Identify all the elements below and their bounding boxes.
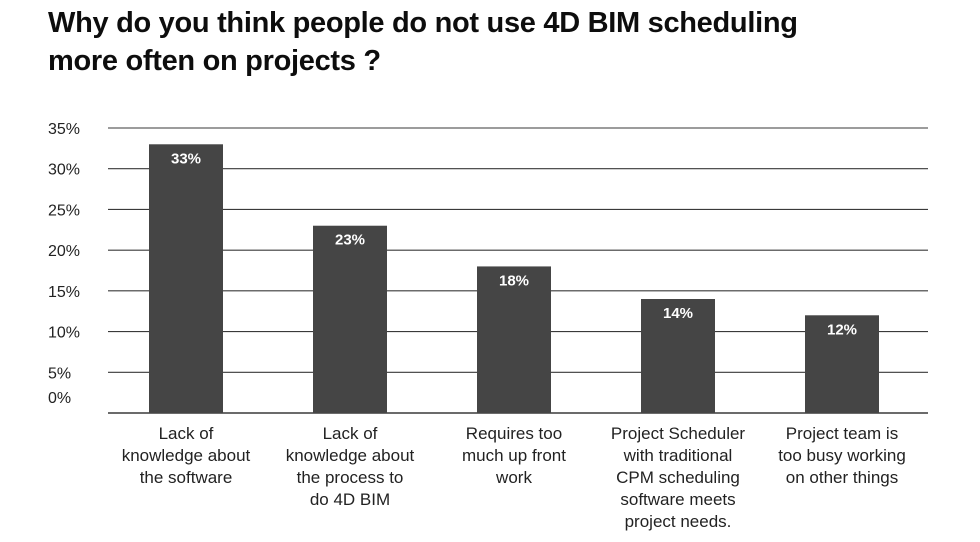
y-tick-label: 30% — [48, 162, 80, 179]
bar-data-label: 14% — [663, 305, 693, 322]
y-tick-label: 10% — [48, 325, 80, 342]
x-category-label: Project Scheduler with traditional CPM s… — [610, 424, 746, 531]
x-category-label: Lack of knowledge about the process to d… — [285, 424, 415, 509]
bar — [805, 315, 879, 413]
bar-data-label: 18% — [499, 272, 529, 289]
x-category-label: Project team is too busy working on othe… — [778, 424, 906, 487]
bar — [149, 144, 223, 414]
bar — [313, 225, 387, 413]
y-tick-label: 35% — [48, 121, 80, 138]
x-category-label: Requires too much up front work — [462, 424, 566, 487]
gridlines — [108, 127, 928, 414]
y-tick-label: 5% — [48, 365, 71, 382]
bar-data-label: 12% — [827, 321, 857, 338]
y-tick-label: 25% — [48, 202, 80, 219]
x-category-label: Lack of knowledge about the software — [121, 424, 251, 487]
chart-title: Why do you think people do not use 4D BI… — [48, 4, 948, 80]
y-tick-label: 0% — [48, 390, 71, 407]
bars — [149, 144, 879, 414]
y-tick-label: 20% — [48, 243, 80, 260]
bar — [477, 266, 551, 413]
chart-title-line-2: more often on projects ? — [48, 45, 381, 77]
bar — [641, 299, 715, 413]
y-tick-label: 15% — [48, 284, 80, 301]
bar-data-label: 23% — [335, 232, 365, 249]
bar-data-label: 33% — [171, 150, 201, 167]
data-labels: 33% 23% 18% 14% 12% — [171, 150, 857, 338]
y-axis-ticks: 0% 5% 10% 15% 20% 25% 30% 35% — [48, 121, 80, 407]
chart-title-line-1: Why do you think people do not use 4D BI… — [48, 7, 798, 39]
